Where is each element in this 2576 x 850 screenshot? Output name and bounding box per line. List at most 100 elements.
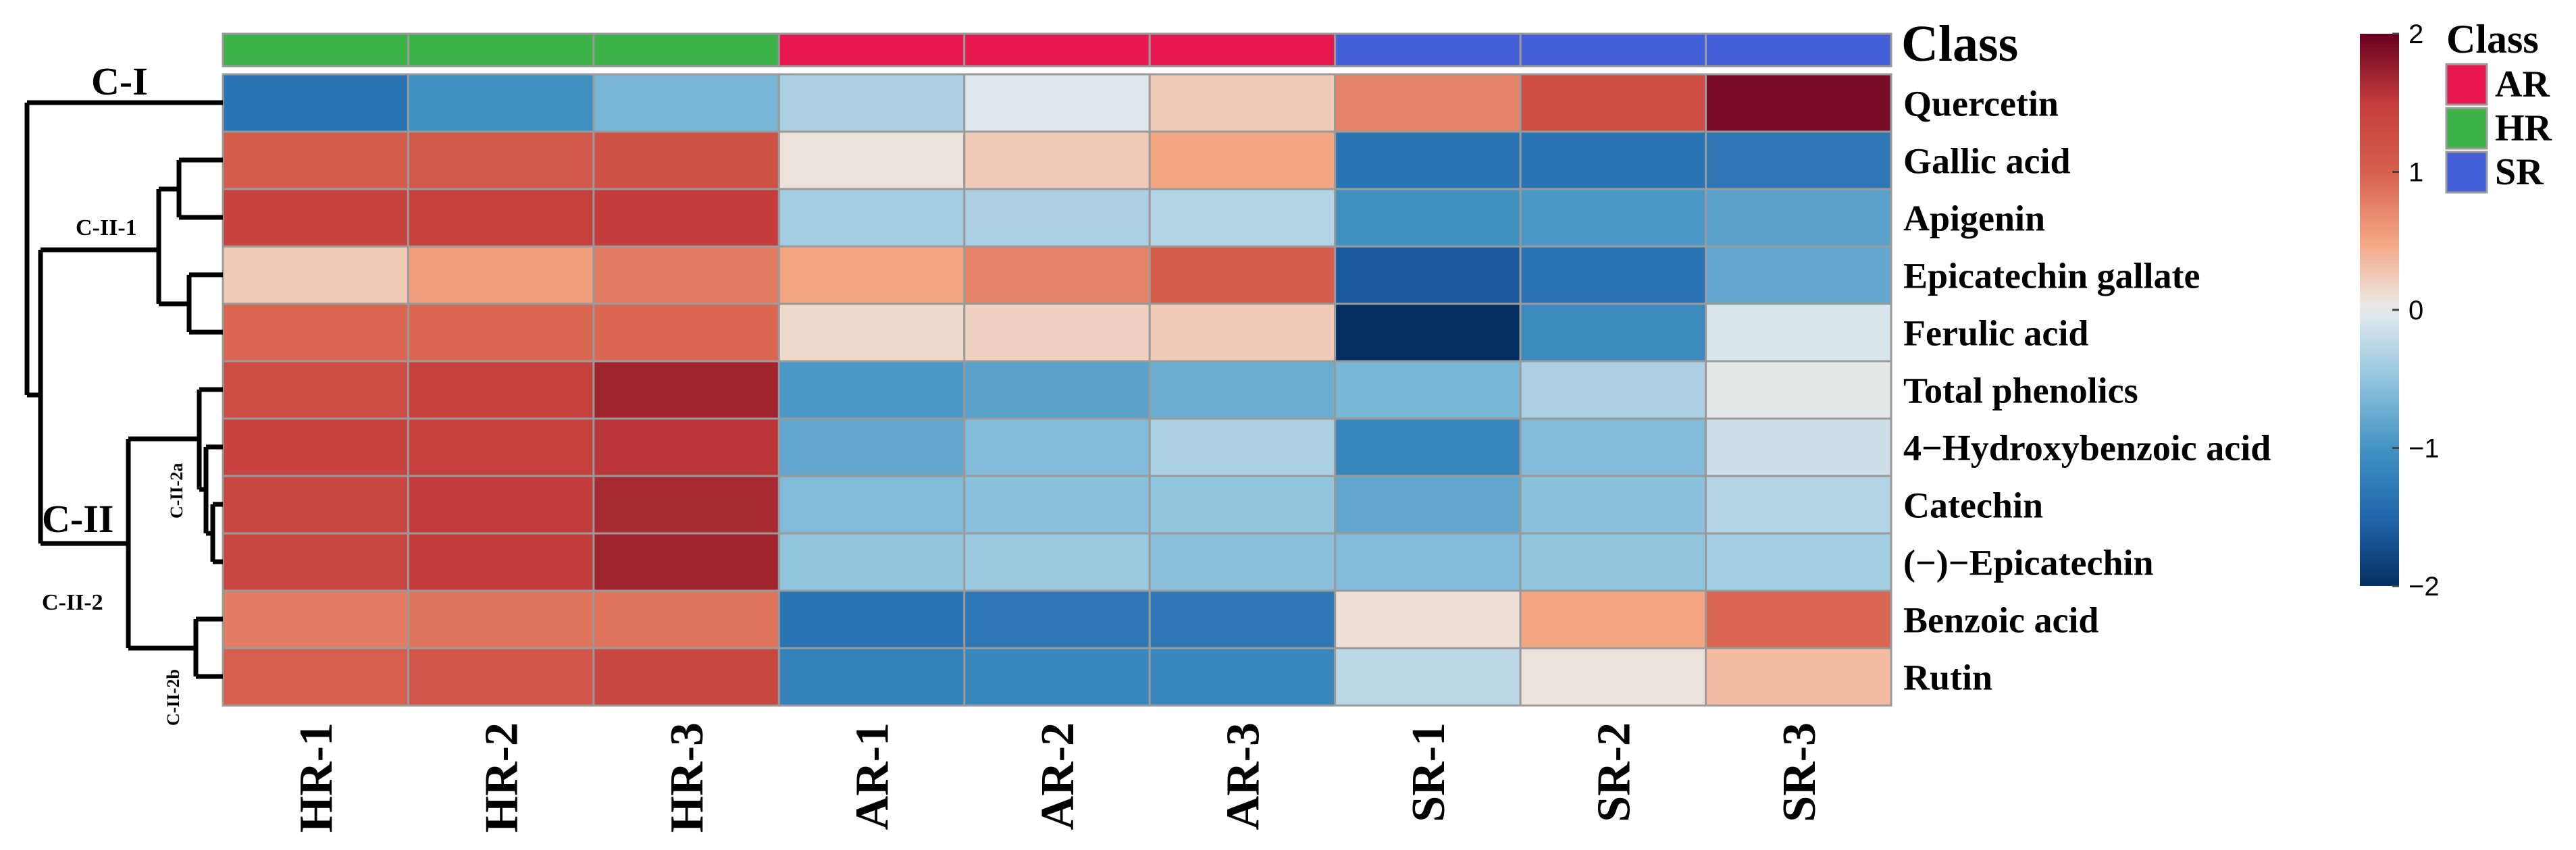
heatmap-cell — [1334, 188, 1522, 248]
row-label: Ferulic acid — [1903, 313, 2088, 354]
heatmap-cell — [1334, 73, 1522, 133]
dendro-branch-cII2a — [128, 390, 202, 489]
row-label: Total phenolics — [1903, 371, 2138, 411]
class-bar-cell-ar-1 — [777, 32, 966, 68]
heatmap-cell — [1519, 475, 1707, 535]
heatmap-cell — [1334, 360, 1522, 420]
heatmap-cell — [1148, 647, 1337, 707]
heatmap-cell — [777, 130, 966, 190]
heatmap-cell — [1519, 647, 1707, 707]
row-dendrogram — [24, 100, 223, 679]
heatmap-cell — [1148, 188, 1337, 248]
row-labels: Quercetin Gallic acid Apigenin Epicatechin … — [1903, 84, 2271, 698]
heatmap-cell — [1519, 417, 1707, 477]
column-label: SR-3 — [1774, 722, 1826, 822]
heatmap-cell — [1519, 589, 1707, 649]
heatmap-cell — [1705, 532, 1892, 592]
row-label: 4−Hydroxybenzoic acid — [1903, 428, 2271, 469]
class-annotation-title: Class — [1901, 16, 2018, 72]
column-label: AR-2 — [1032, 722, 1084, 830]
dendro-label-c-ii-1: C-II-1 — [76, 215, 137, 240]
heatmap-cell — [1519, 360, 1707, 420]
color-scale-tick-label: 1 — [2408, 158, 2423, 188]
heatmap-cell — [407, 360, 595, 420]
heatmap-cell — [222, 475, 409, 535]
class-legend-label-sr: SR — [2495, 151, 2544, 193]
row-label: Epicatechin gallate — [1903, 256, 2200, 296]
heatmap-cell — [1148, 302, 1337, 363]
dendro-branch-cII1-gallic-apigenin — [159, 157, 223, 220]
heatmap-cell — [963, 532, 1151, 592]
heatmap-cell — [963, 188, 1151, 248]
heatmap-cell — [963, 130, 1151, 190]
heatmap-cell — [1334, 475, 1522, 535]
heatmap-cell — [592, 589, 780, 649]
color-scale-ticks: 2 1 0 −1 −2 — [2392, 20, 2440, 602]
class-bar-cell-sr-3 — [1705, 32, 1892, 68]
heatmap-cell — [1334, 245, 1522, 305]
heatmap-cell — [407, 417, 595, 477]
heatmap-cell — [1519, 188, 1707, 248]
column-label: HR-2 — [476, 722, 528, 832]
class-legend-label-ar: AR — [2495, 63, 2550, 105]
heatmap-cell — [777, 417, 966, 477]
heatmap-cell — [1705, 130, 1892, 190]
heatmap-cell — [963, 475, 1151, 535]
heatmap-cell — [407, 73, 595, 133]
heatmap-cell — [222, 360, 409, 420]
heatmap-cell — [1705, 360, 1892, 420]
heatmap-cell — [1705, 417, 1892, 477]
heatmap-cell — [1148, 245, 1337, 305]
heatmap-cell — [592, 532, 780, 592]
heatmap-cell — [222, 245, 409, 305]
heatmap-cell — [1148, 417, 1337, 477]
class-bar-cell-sr-1 — [1334, 32, 1522, 68]
heatmap-cell — [222, 302, 409, 363]
row-label: Apigenin — [1903, 198, 2045, 239]
color-scale-tick-label: 0 — [2408, 296, 2423, 325]
heatmap-cell — [222, 647, 409, 707]
class-bar-cell-ar-3 — [1148, 32, 1337, 68]
heatmap-cell — [222, 417, 409, 477]
class-legend-label-hr: HR — [2495, 107, 2552, 149]
column-label: SR-1 — [1403, 722, 1455, 822]
dendro-label-c-i: C-I — [91, 59, 148, 103]
row-label: Catechin — [1903, 485, 2043, 526]
heatmap-cell — [1705, 302, 1892, 363]
heatmap-cell — [407, 302, 595, 363]
heatmap-cell — [963, 589, 1151, 649]
heatmap-cell — [963, 302, 1151, 363]
heatmap-cell — [963, 647, 1151, 707]
class-legend-swatch-ar — [2445, 63, 2488, 106]
heatmap-cell — [592, 417, 780, 477]
heatmap-cell — [407, 245, 595, 305]
heatmap-cell — [777, 647, 966, 707]
class-bar-cell-ar-2 — [963, 32, 1151, 68]
dendro-label-c-ii-2a: C-II-2a — [167, 463, 186, 519]
heatmap-cell — [1334, 417, 1522, 477]
heatmap-cell — [777, 73, 966, 133]
heatmap-cell — [592, 188, 780, 248]
column-label: HR-3 — [661, 722, 713, 832]
heatmap-cell — [963, 360, 1151, 420]
heatmap-cell — [222, 532, 409, 592]
heatmap-cell — [407, 188, 595, 248]
color-scale-tick-label: 2 — [2408, 20, 2423, 49]
heatmap-cell — [1148, 589, 1337, 649]
heatmap-cell — [777, 188, 966, 248]
heatmap-cell — [592, 130, 780, 190]
heatmap-cell — [1148, 360, 1337, 420]
heatmap-cell — [592, 647, 780, 707]
heatmap-cell — [592, 475, 780, 535]
heatmap-cell — [1148, 475, 1337, 535]
dendro-label-c-ii-2b: C-II-2b — [163, 669, 183, 726]
heatmap-cell — [592, 302, 780, 363]
heatmap-cell — [963, 417, 1151, 477]
heatmap-cell — [407, 589, 595, 649]
column-label: AR-1 — [847, 722, 899, 830]
heatmap-cell — [1705, 475, 1892, 535]
dendro-branch-cII2b — [128, 616, 223, 679]
class-legend-title: Class — [2446, 17, 2539, 61]
dendro-branch-cII2 — [41, 439, 131, 648]
